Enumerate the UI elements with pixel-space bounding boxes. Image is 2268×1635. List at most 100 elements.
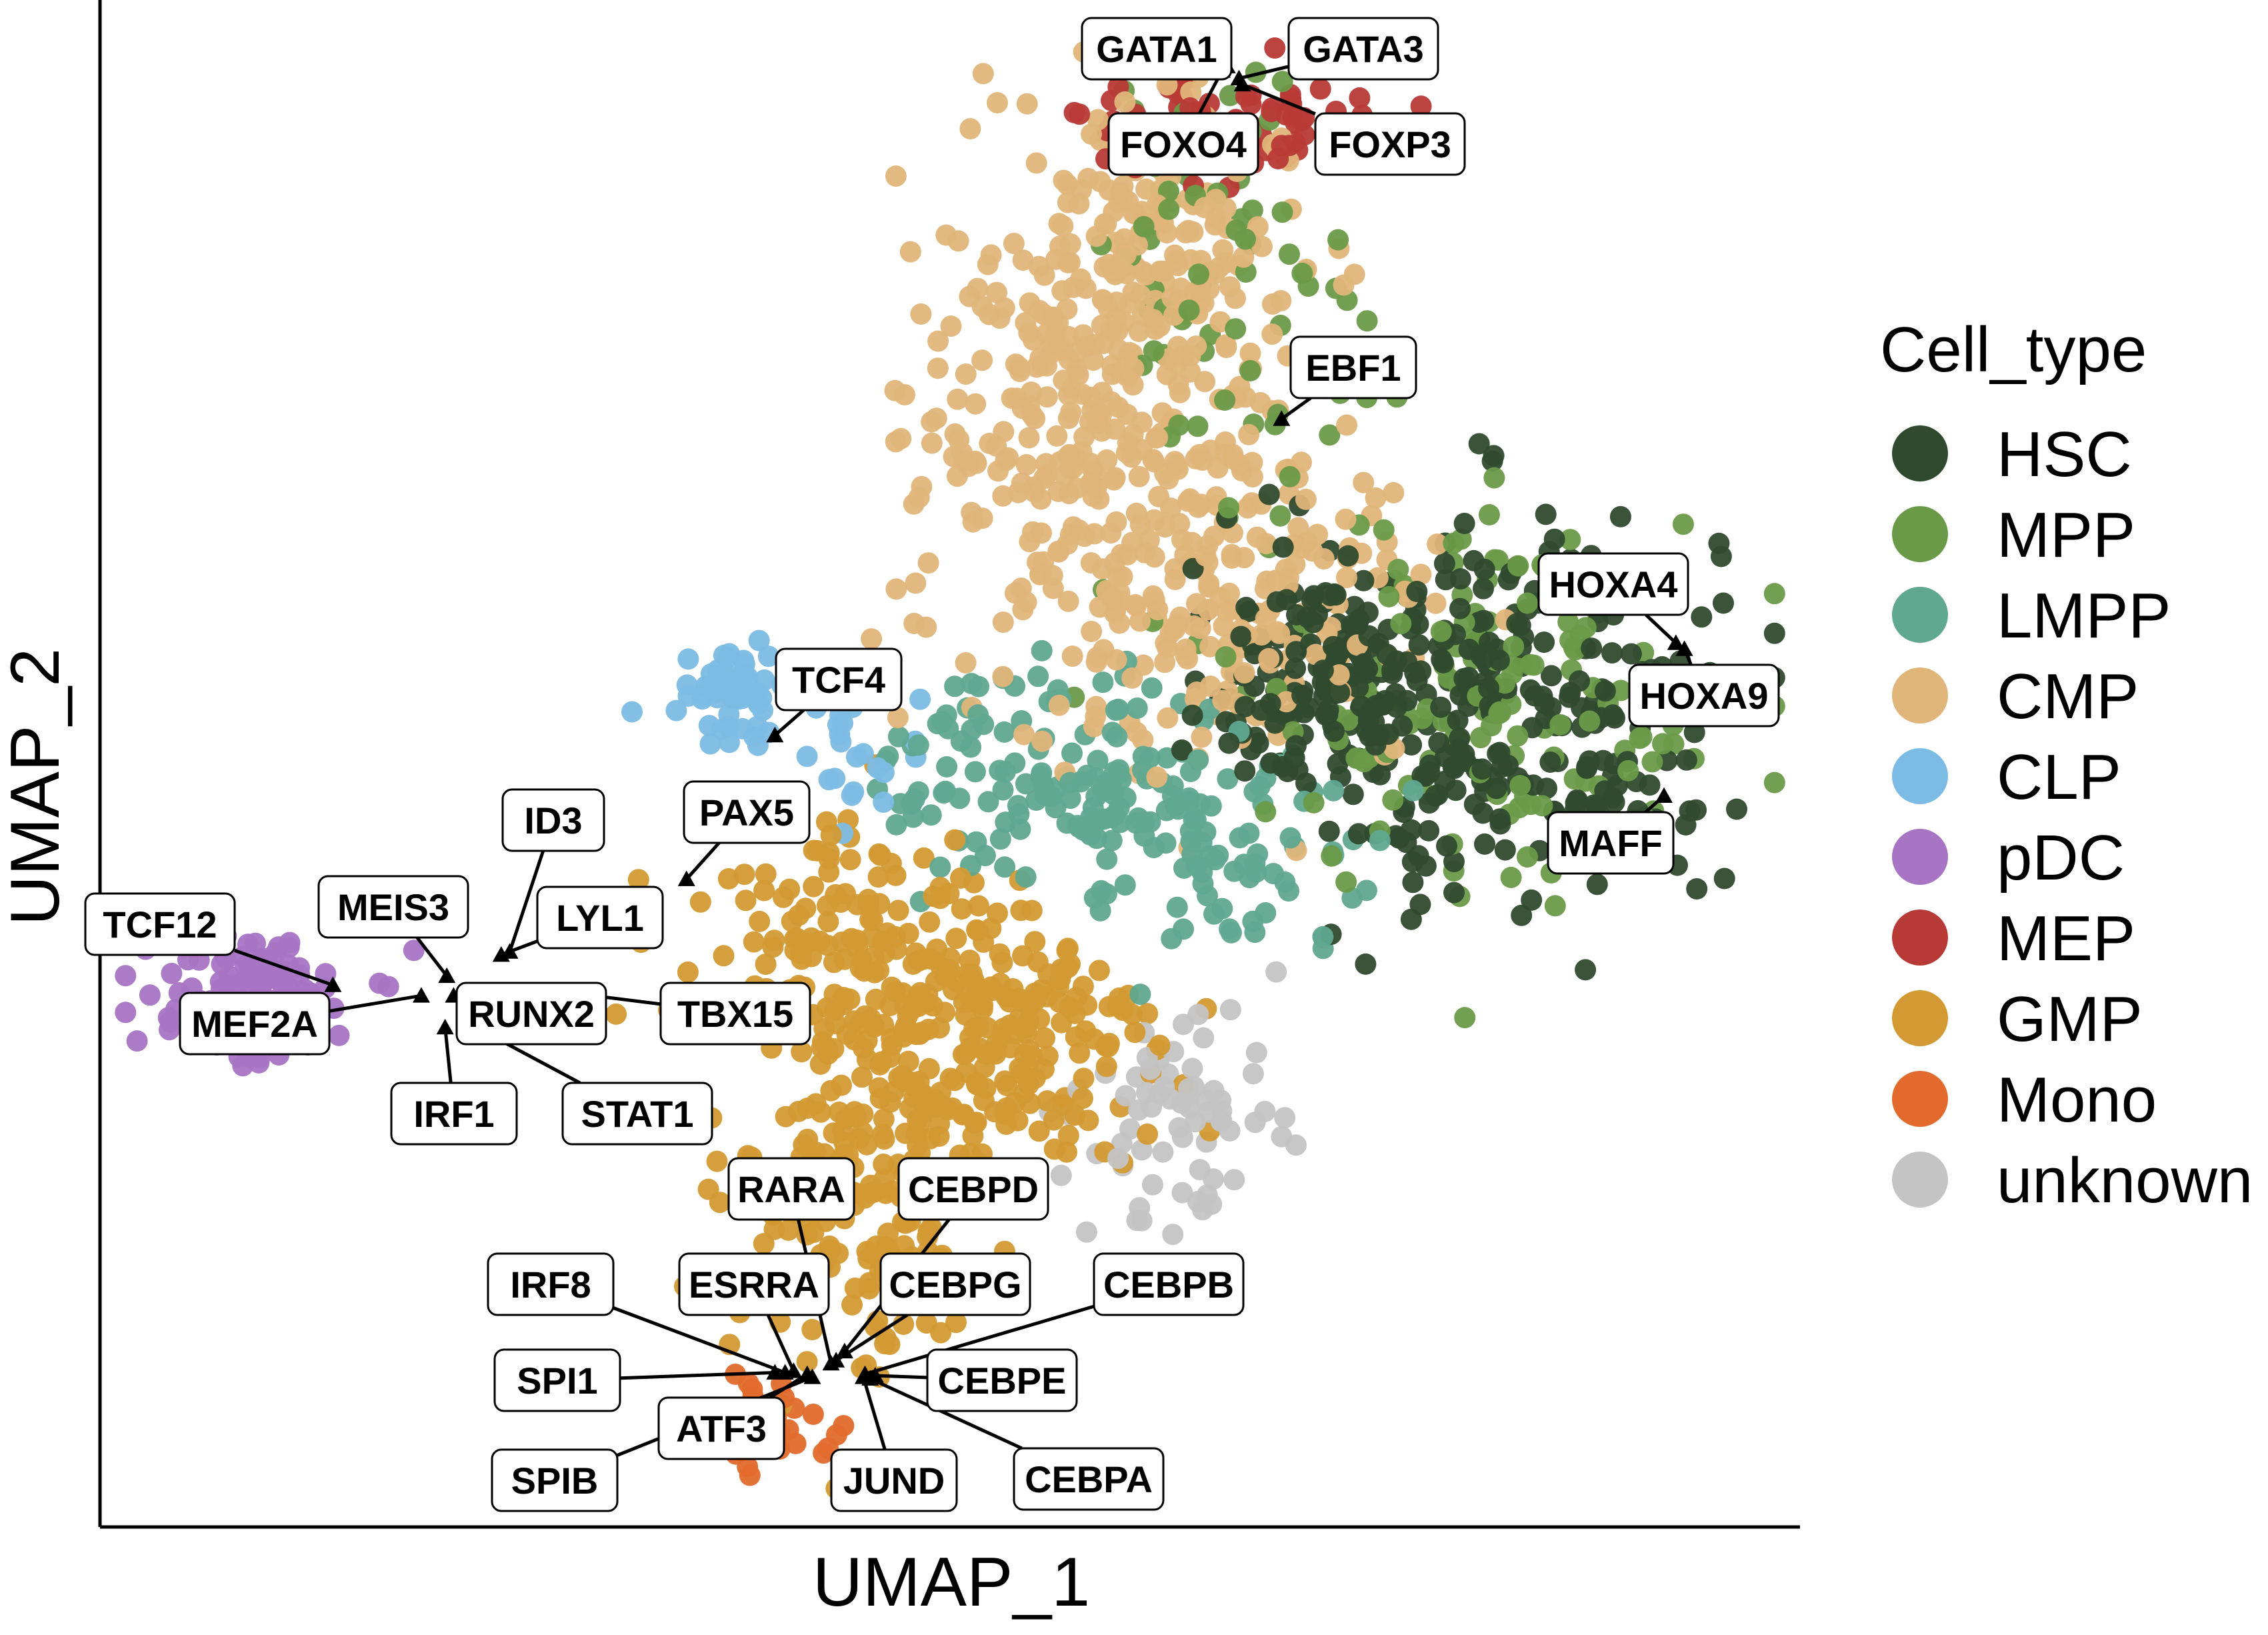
- data-point-hsc: [1404, 662, 1426, 684]
- data-point-cmp: [1251, 624, 1273, 646]
- data-point-cmp: [1261, 323, 1283, 345]
- data-point-cmp: [1121, 667, 1143, 689]
- gene-label-box: [390, 1082, 518, 1146]
- data-point-gmp: [788, 904, 810, 926]
- gene-label-box: [1547, 811, 1675, 875]
- data-point-lmpp: [1096, 848, 1118, 870]
- gene-label-box: [536, 886, 664, 950]
- data-point-mpp: [1494, 672, 1516, 694]
- data-point-hsc: [1708, 532, 1730, 554]
- data-point-gmp: [873, 1154, 895, 1175]
- data-point-gmp: [803, 876, 825, 898]
- data-point-mpp: [1271, 71, 1293, 93]
- data-point-cmp: [1081, 621, 1103, 642]
- gene-label-text: MAFF: [1559, 822, 1663, 864]
- data-point-hsc: [1539, 751, 1561, 773]
- data-point-pdc: [278, 936, 300, 958]
- data-point-cmp: [1427, 533, 1449, 555]
- gene-label-tbx15: TBX15: [659, 982, 811, 1046]
- data-point-clp: [621, 701, 643, 723]
- data-point-lmpp: [1093, 808, 1115, 830]
- data-point-mpp: [1508, 797, 1530, 819]
- data-point-hsc: [1457, 667, 1479, 688]
- data-point-cmp: [1031, 730, 1053, 752]
- data-point-lmpp: [929, 856, 951, 878]
- data-point-hsc: [1401, 851, 1423, 873]
- data-point-gmp: [733, 864, 755, 886]
- data-point-gmp: [913, 847, 935, 869]
- leader-line-mef2a: [329, 994, 422, 1013]
- data-point-gmp: [1073, 1068, 1095, 1090]
- data-point-mpp: [1245, 61, 1267, 83]
- data-point-lmpp: [993, 721, 1015, 743]
- data-point-hsc: [1365, 695, 1387, 717]
- data-point-gmp: [689, 891, 711, 913]
- legend-swatch: [1892, 748, 1948, 804]
- leader-line-irf1: [443, 1027, 453, 1084]
- data-point-lmpp: [1223, 860, 1245, 882]
- leader-line-cebpa: [869, 1377, 1023, 1450]
- data-point-gmp: [1149, 1034, 1171, 1056]
- data-point-cmp: [1161, 287, 1183, 309]
- gene-label-box: [1537, 552, 1689, 616]
- data-point-cmp: [1189, 443, 1210, 465]
- gene-label-text: TCF12: [103, 904, 217, 946]
- data-point-cmp: [965, 393, 987, 415]
- data-point-cmp: [1209, 587, 1231, 609]
- data-point-lmpp: [967, 704, 989, 726]
- data-point-cmp: [1157, 707, 1179, 729]
- gene-label-box: [179, 992, 331, 1056]
- data-point-cmp: [1072, 324, 1094, 346]
- data-point-mpp: [1269, 505, 1291, 527]
- data-point-hsc: [1285, 657, 1307, 679]
- data-point-gmp: [801, 1319, 823, 1340]
- gene-label-text: MEF2A: [191, 1003, 318, 1045]
- data-point-hsc: [1264, 712, 1286, 734]
- data-point-lmpp: [1129, 984, 1151, 1006]
- data-point-mpp: [1215, 646, 1237, 668]
- data-point-lmpp: [994, 761, 1016, 783]
- data-point-gmp: [865, 988, 887, 1010]
- data-point-gmp: [843, 1029, 865, 1051]
- data-point-cmp: [1012, 599, 1034, 621]
- data-point-hsc: [1453, 513, 1475, 534]
- legend-item-cmp: CMP: [1892, 661, 2139, 732]
- data-point-lmpp: [1274, 871, 1296, 893]
- data-point-lmpp: [1027, 665, 1049, 687]
- data-point-hsc: [1491, 756, 1513, 778]
- data-point-mpp: [1454, 1007, 1476, 1029]
- data-point-mpp: [1378, 585, 1400, 607]
- data-point-gmp: [817, 911, 839, 933]
- data-point-hsc: [1478, 631, 1500, 653]
- legend-swatch: [1892, 910, 1948, 966]
- data-point-unknown: [1274, 1107, 1296, 1129]
- data-point-hsc: [1171, 739, 1193, 761]
- data-point-lmpp: [907, 781, 929, 803]
- data-point-gmp: [972, 994, 994, 1016]
- data-point-cmp: [1083, 349, 1104, 371]
- leader-line-spi1: [619, 1371, 775, 1380]
- data-point-cmp: [1080, 552, 1102, 574]
- data-point-cmp: [1107, 255, 1129, 277]
- data-point-cmp: [1425, 592, 1447, 614]
- leader-line-foxp3: [1241, 83, 1316, 116]
- data-point-mpp: [1557, 611, 1579, 633]
- data-point-hsc: [1285, 641, 1307, 663]
- data-point-cmp: [925, 407, 947, 429]
- data-point-hsc: [1565, 792, 1587, 814]
- data-point-mpp: [1143, 340, 1165, 362]
- gene-label-text: CEBPA: [1025, 1458, 1153, 1500]
- data-point-lmpp: [1031, 762, 1053, 784]
- data-point-clp: [677, 648, 699, 670]
- data-point-cmp: [1070, 179, 1092, 201]
- data-point-lmpp: [885, 813, 907, 836]
- data-point-gmp: [860, 1174, 881, 1196]
- data-point-unknown: [1128, 1099, 1149, 1121]
- data-point-gmp: [907, 996, 929, 1018]
- legend-item-gmp: GMP: [1892, 984, 2143, 1055]
- gene-label-gata1: GATA1: [1081, 17, 1233, 81]
- gene-label-box: [1289, 335, 1417, 399]
- marker-lyl1: [492, 946, 510, 962]
- data-point-clp: [676, 674, 698, 696]
- data-point-gmp: [868, 1077, 890, 1099]
